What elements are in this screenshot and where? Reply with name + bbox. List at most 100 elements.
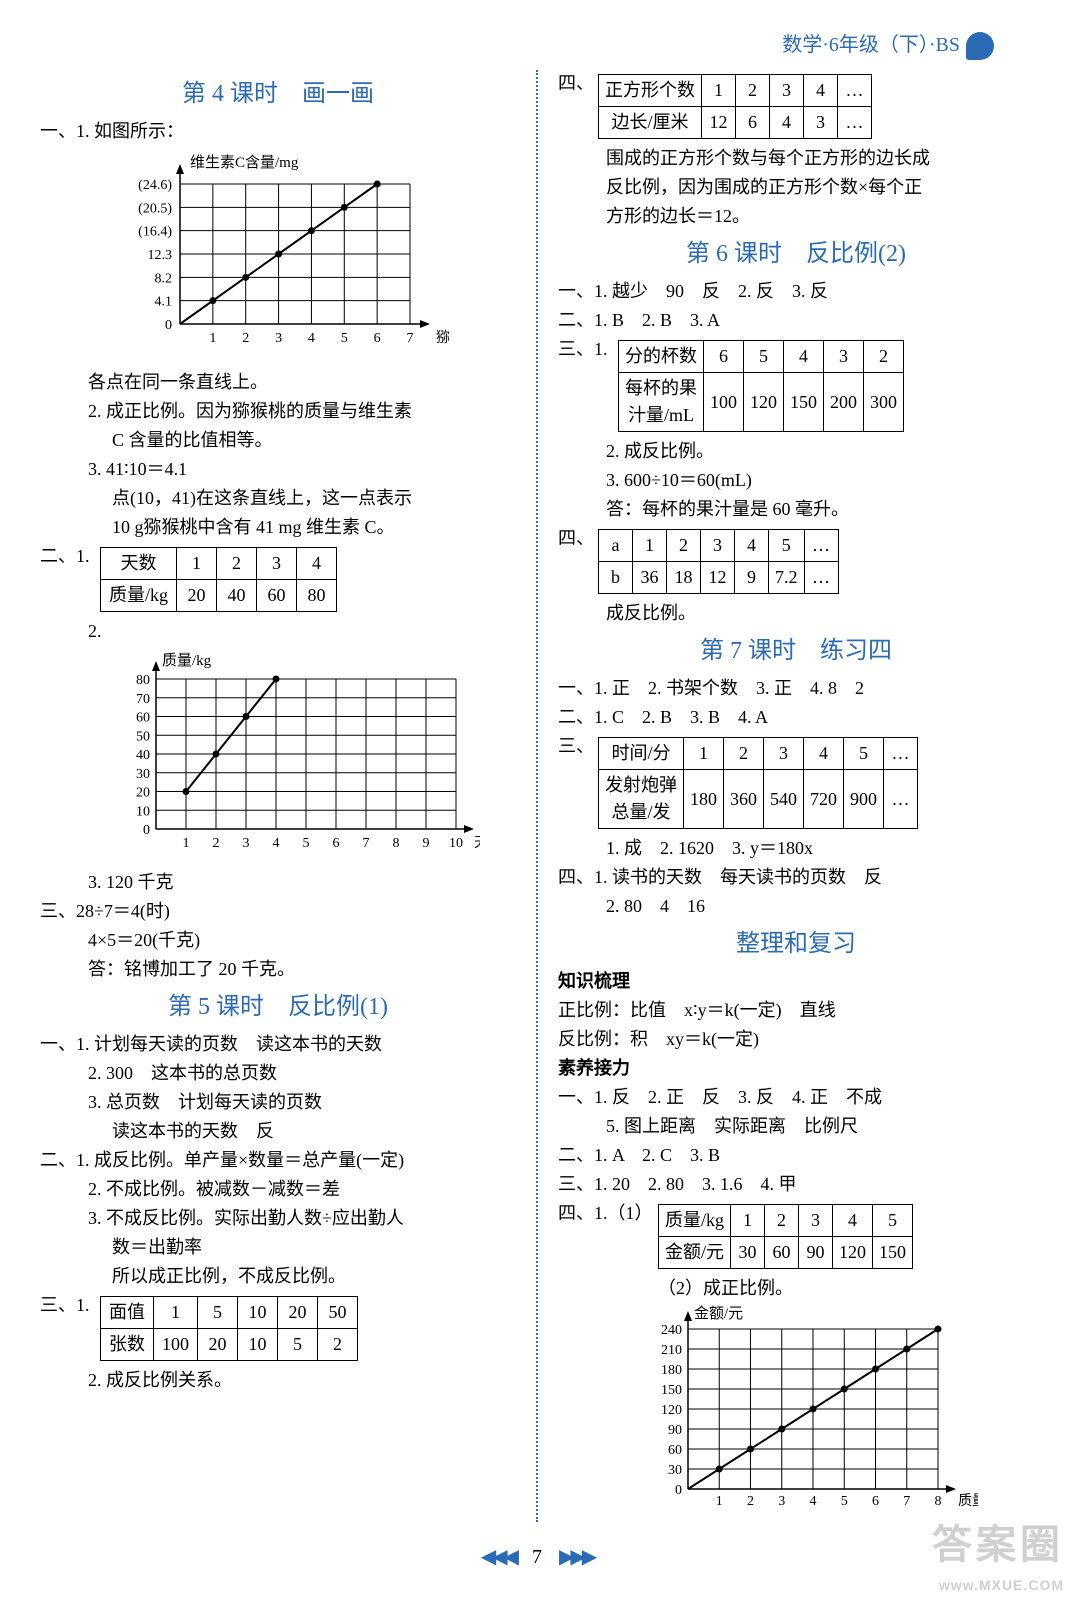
table-cell: 3 <box>701 530 735 562</box>
table-cell: 分的杯数 <box>619 341 704 373</box>
svg-text:7: 7 <box>363 836 370 851</box>
text-line: 答：每杯的果汁量是 60 毫升。 <box>558 496 1034 523</box>
text-line: 2. 不成比例。被减数－减数＝差 <box>40 1176 516 1203</box>
table-cell: 18 <box>667 562 701 594</box>
table-cell: 2 <box>724 738 764 770</box>
svg-text:90: 90 <box>668 1423 682 1438</box>
svg-text:12.3: 12.3 <box>148 248 173 263</box>
table-cell: 3 <box>804 107 838 139</box>
text-line: 反比例，因为围成的正方形个数×每个正 <box>558 174 1034 201</box>
label: 三、 <box>558 733 598 760</box>
text-line: 二、1. 成反比例。单产量×数量＝总产量(一定) <box>40 1147 516 1174</box>
svg-text:8: 8 <box>935 1494 942 1509</box>
text-line: 5. 图上距离 实际距离 比例尺 <box>558 1113 1034 1140</box>
table-cell: 720 <box>804 770 844 829</box>
table-cell: 9 <box>735 562 769 594</box>
table-cell: 5 <box>873 1205 913 1237</box>
table-cell: 300 <box>864 373 904 432</box>
table-cell: 发射炮弹 总量/发 <box>599 770 684 829</box>
svg-text:4: 4 <box>273 836 280 851</box>
table-cell: 2 <box>217 548 257 580</box>
svg-text:质量/kg: 质量/kg <box>958 1493 978 1509</box>
table-cell: 张数 <box>101 1329 154 1361</box>
svg-text:20: 20 <box>136 786 150 801</box>
right-column: 四、 正方形个数1234… 边长/厘米12643… 围成的正方形个数与每个正方形… <box>558 70 1034 1522</box>
heading: 知识梳理 <box>558 968 1034 995</box>
text-line: 反比例：积 xy＝k(一定) <box>558 1026 1034 1053</box>
svg-text:维生素C含量/mg: 维生素C含量/mg <box>190 154 299 171</box>
svg-text:(20.5): (20.5) <box>138 202 172 217</box>
table-cell: 2 <box>736 75 770 107</box>
table-cell: 质量/kg <box>101 580 177 612</box>
svg-text:3: 3 <box>243 836 250 851</box>
svg-text:10: 10 <box>136 805 150 820</box>
svg-text:(16.4): (16.4) <box>138 225 172 240</box>
text-line: 答：铭博加工了 20 千克。 <box>40 956 516 983</box>
table-cell: 2 <box>765 1205 799 1237</box>
svg-text:70: 70 <box>136 692 150 707</box>
table-cell: 正方形个数 <box>599 75 702 107</box>
table-cell: 1 <box>684 738 724 770</box>
table-cell: 4 <box>735 530 769 562</box>
svg-text:7: 7 <box>903 1494 910 1509</box>
table-cell: 1 <box>177 548 217 580</box>
text-line: 正比例：比值 x∶y＝k(一定) 直线 <box>558 997 1034 1024</box>
svg-text:6: 6 <box>333 836 340 851</box>
table-cell: 2 <box>318 1329 358 1361</box>
svg-text:4.1: 4.1 <box>155 295 173 310</box>
text-line: 一、1. 计划每天读的页数 读这本书的天数 <box>40 1031 516 1058</box>
text-line: 点(10，41)在这条直线上，这一点表示 <box>40 485 516 512</box>
table-cell: … <box>884 770 918 829</box>
svg-text:40: 40 <box>136 748 150 763</box>
svg-text:0: 0 <box>675 1483 682 1498</box>
svg-text:1: 1 <box>716 1494 723 1509</box>
text-line: 3. 总页数 计划每天读的页数 <box>40 1089 516 1116</box>
table-cell: 4 <box>804 75 838 107</box>
label: 四、 <box>558 70 598 97</box>
text-line: 2. <box>40 618 516 645</box>
table-cell: 150 <box>873 1237 913 1269</box>
text-line: 4×5＝20(千克) <box>40 927 516 954</box>
text-line: 2. 80 4 16 <box>558 893 1034 920</box>
table-money: 面值15102050 张数100201052 <box>100 1296 358 1361</box>
table-cell: 360 <box>724 770 764 829</box>
svg-text:9: 9 <box>423 836 430 851</box>
lesson5-title: 第 5 课时 反比例(1) <box>40 989 516 1025</box>
table-cell: 3 <box>764 738 804 770</box>
text-line: 所以成正比例，不成反比例。 <box>40 1263 516 1290</box>
table-cell: 1 <box>154 1297 198 1329</box>
column-divider <box>536 70 538 1522</box>
table-cell: 80 <box>297 580 337 612</box>
table-cell: 7.2 <box>769 562 805 594</box>
table-cell: 金额/元 <box>659 1237 731 1269</box>
text-line: 围成的正方形个数与每个正方形的边长成 <box>558 145 1034 172</box>
svg-text:50: 50 <box>136 730 150 745</box>
svg-text:60: 60 <box>668 1443 682 1458</box>
heading: 素养接力 <box>558 1055 1034 1082</box>
table-cell: 60 <box>257 580 297 612</box>
text-line: 一、1. 正 2. 书架个数 3. 正 4. 8 2 <box>558 675 1034 702</box>
table-ab: a12345… b36181297.2… <box>598 529 839 594</box>
table-cell: 540 <box>764 770 804 829</box>
svg-text:质量/kg: 质量/kg <box>162 652 212 669</box>
table-cell: 5 <box>278 1329 318 1361</box>
table-cell: 100 <box>704 373 744 432</box>
svg-text:5: 5 <box>303 836 310 851</box>
text-line: 二、1. C 2. B 3. B 4. A <box>558 704 1034 731</box>
table-cell: 30 <box>731 1237 765 1269</box>
chart2-svg: 质量/kg1020304050607080012345678910天数 <box>110 649 480 859</box>
svg-text:6: 6 <box>374 331 381 346</box>
text-line: 三、1. 20 2. 80 3. 1.6 4. 甲 <box>558 1171 1034 1198</box>
svg-text:180: 180 <box>661 1363 682 1378</box>
svg-text:5: 5 <box>341 331 348 346</box>
page-footer: ◀◀◀ 7 ▶▶▶ <box>40 1542 1034 1572</box>
table-cell: 2 <box>667 530 701 562</box>
svg-text:240: 240 <box>661 1323 682 1338</box>
svg-text:猕猴桃质量/g: 猕猴桃质量/g <box>436 330 450 346</box>
table-cell: 90 <box>799 1237 833 1269</box>
table-cell: 200 <box>824 373 864 432</box>
table-cell: 20 <box>278 1297 318 1329</box>
table-cell: 时间/分 <box>599 738 684 770</box>
table-cell: b <box>599 562 633 594</box>
svg-text:8: 8 <box>393 836 400 851</box>
